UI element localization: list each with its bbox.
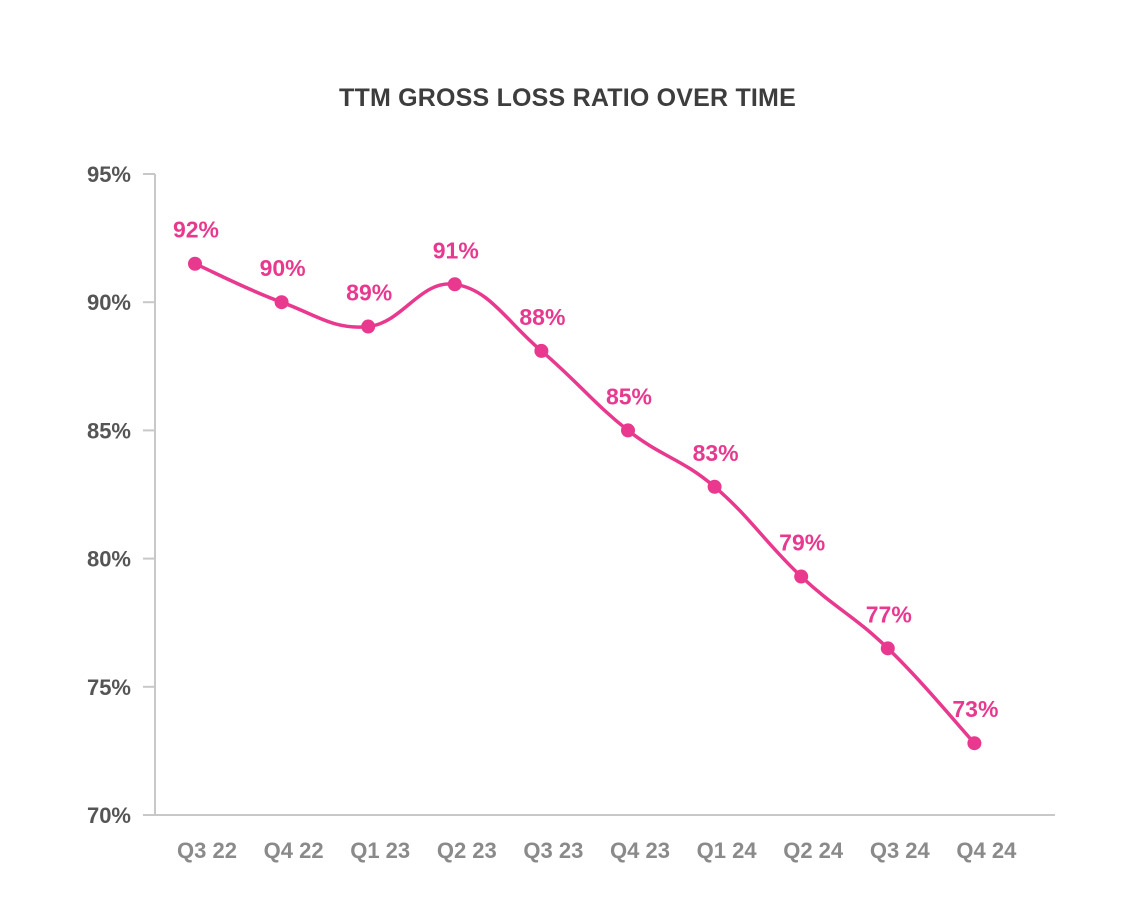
data-point	[534, 343, 549, 358]
x-tick-label: Q3 23	[523, 838, 583, 863]
data-point	[274, 295, 289, 310]
data-label: 79%	[779, 530, 825, 556]
x-tick-label: Q4 22	[264, 838, 324, 863]
y-tick-label: 90%	[87, 290, 131, 315]
x-tick-label: Q2 23	[437, 838, 497, 863]
data-point	[880, 641, 895, 656]
data-label: 90%	[260, 255, 306, 281]
x-tick-label: Q1 23	[350, 838, 410, 863]
y-tick-label: 70%	[87, 803, 131, 828]
data-label: 88%	[519, 304, 565, 330]
y-tick-label: 85%	[87, 418, 131, 443]
x-tick-label: Q3 22	[177, 838, 237, 863]
x-tick-label: Q4 23	[610, 838, 670, 863]
x-tick-label: Q3 24	[870, 838, 931, 863]
y-tick-label: 80%	[87, 547, 131, 572]
data-label: 73%	[952, 696, 998, 722]
data-point	[188, 256, 202, 271]
data-label: 92%	[173, 217, 219, 243]
y-tick-label: 75%	[87, 675, 131, 700]
data-point	[447, 277, 462, 292]
y-tick-label: 95%	[87, 162, 131, 187]
x-tick-label: Q2 24	[783, 838, 844, 863]
data-point	[707, 479, 722, 494]
series-line	[193, 261, 977, 745]
data-point	[621, 423, 635, 438]
data-point	[361, 319, 376, 334]
data-label: 85%	[606, 383, 652, 409]
data-label: 89%	[346, 280, 392, 306]
data-label: 83%	[693, 440, 739, 466]
data-label: 77%	[866, 601, 912, 627]
x-tick-label: Q4 24	[956, 838, 1017, 863]
data-point	[967, 736, 982, 751]
data-point	[794, 569, 809, 584]
x-tick-label: Q1 24	[697, 838, 758, 863]
data-label: 91%	[433, 237, 479, 263]
chart-title: TTM GROSS LOSS RATIO OVER TIME	[339, 84, 796, 112]
